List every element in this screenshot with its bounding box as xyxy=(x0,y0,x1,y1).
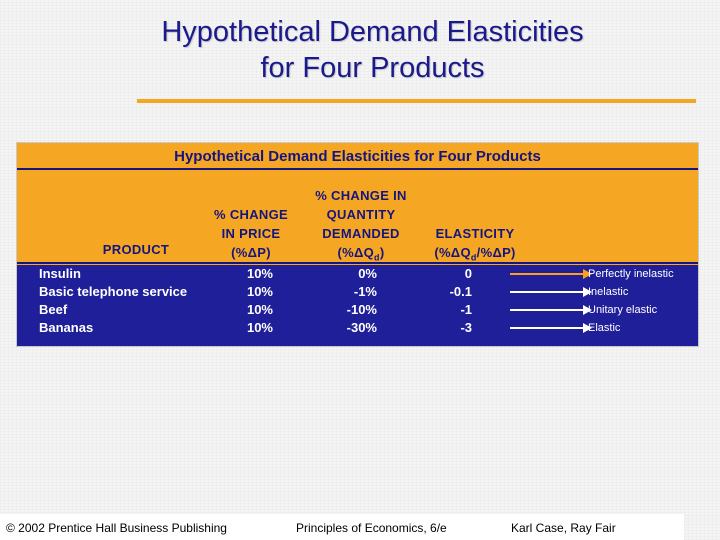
row-0-label: Perfectly inelastic xyxy=(588,268,674,280)
row-2-quantity-change: -10% xyxy=(346,302,377,317)
footer-copyright: © 2002 Prentice Hall Business Publishing xyxy=(6,521,227,535)
row-3-price-change: 10% xyxy=(246,320,273,335)
row-0-elasticity: 0 xyxy=(464,266,472,281)
row-1-arrow-icon xyxy=(510,287,592,297)
header-price-change: % CHANGE IN PRICE (%ΔP) xyxy=(214,207,288,260)
row-0-quantity-change: 0% xyxy=(358,266,377,281)
row-2-arrow-icon xyxy=(510,305,592,315)
title-underline xyxy=(137,99,696,103)
row-3-quantity-change: -30% xyxy=(346,320,377,335)
row-0-product: Insulin xyxy=(39,266,81,281)
row-3-elasticity: -3 xyxy=(460,320,472,335)
elasticity-table: Hypothetical Demand Elasticities for Fou… xyxy=(16,142,699,347)
row-2-price-change: 10% xyxy=(246,302,273,317)
table-title: Hypothetical Demand Elasticities for Fou… xyxy=(174,148,541,165)
slide-title: Hypothetical Demand Elasticities for Fou… xyxy=(0,14,720,86)
row-1-elasticity: -0.1 xyxy=(449,284,472,299)
footer-book-title: Principles of Economics, 6/e xyxy=(296,521,447,535)
table-title-rule xyxy=(17,168,698,170)
row-1-product: Basic telephone service xyxy=(39,284,188,299)
row-2-label: Unitary elastic xyxy=(588,304,658,316)
row-0-arrow-icon xyxy=(510,269,592,279)
header-quantity-change: % CHANGE IN QUANTITY DEMANDED (%ΔQd) xyxy=(315,188,407,263)
header-product: PRODUCT xyxy=(102,242,170,257)
header-elasticity: ELASTICITY (%ΔQd/%ΔP) xyxy=(434,226,516,263)
row-3-arrow-icon xyxy=(510,323,592,333)
row-1-label: Inelastic xyxy=(588,286,629,298)
row-3-label: Elastic xyxy=(588,322,621,334)
row-3-product: Bananas xyxy=(39,320,94,335)
row-1-price-change: 10% xyxy=(246,284,273,299)
slide-title-line2: for Four Products xyxy=(260,52,485,84)
row-1-quantity-change: -1% xyxy=(353,284,377,299)
footer-bar: © 2002 Prentice Hall Business Publishing… xyxy=(0,514,684,540)
footer-authors: Karl Case, Ray Fair xyxy=(511,521,616,535)
slide-title-line1: Hypothetical Demand Elasticities xyxy=(161,16,584,48)
table-body: Insulin 10% 0% 0 Perfectly inelastic Bas… xyxy=(17,265,698,346)
row-0-price-change: 10% xyxy=(246,266,273,281)
row-2-elasticity: -1 xyxy=(460,302,472,317)
row-2-product: Beef xyxy=(39,302,68,317)
header-rule xyxy=(17,262,698,264)
